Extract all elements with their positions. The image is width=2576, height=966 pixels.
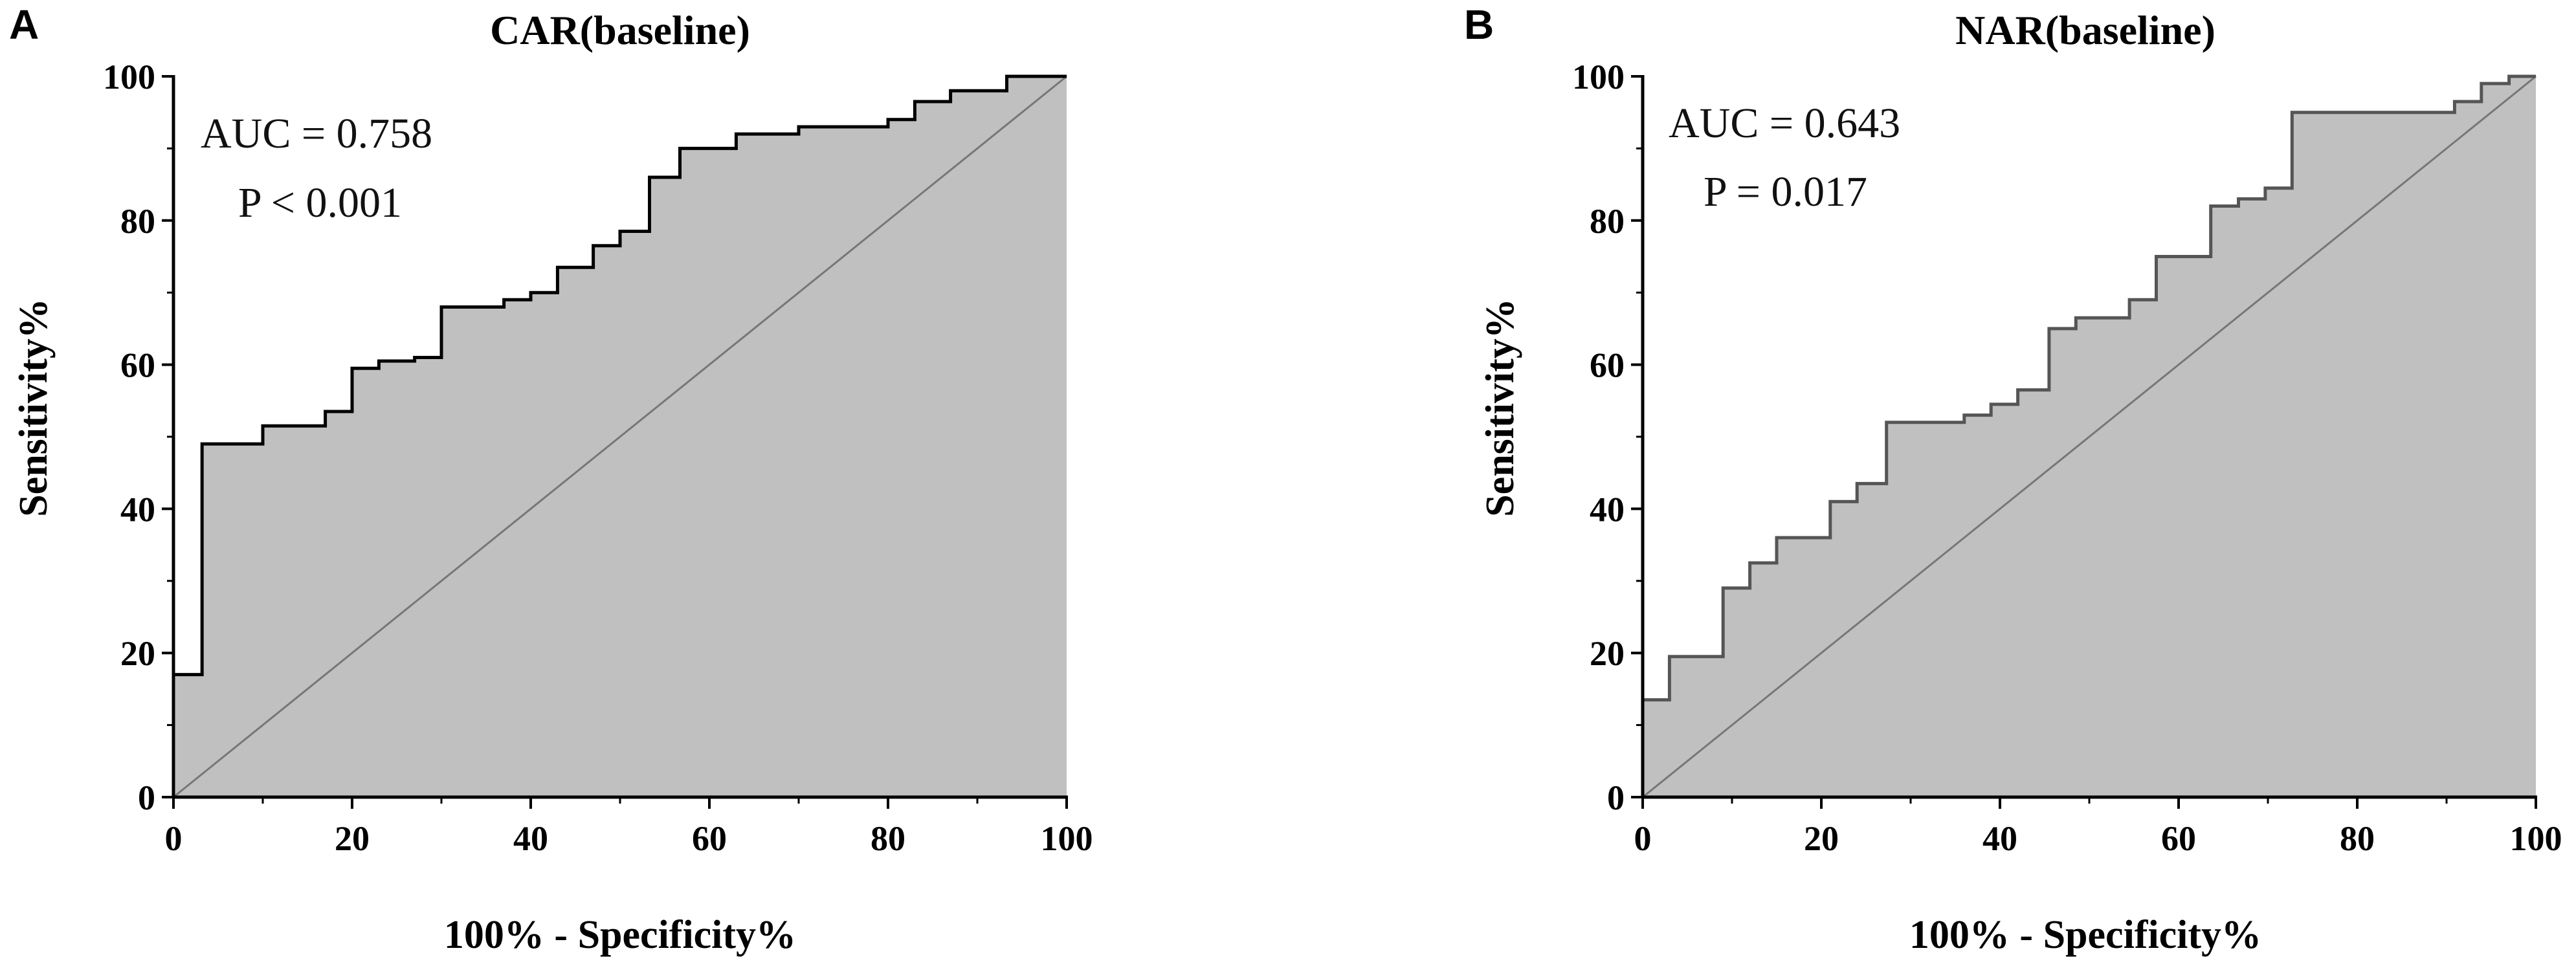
panel-a-y-tick-label: 60 <box>120 346 155 385</box>
panel-b-x-axis-label: 100% - Specificity% <box>1909 913 2261 957</box>
panel-b-y-tick-label: 20 <box>1590 634 1625 673</box>
panel-b-x-tick-label: 40 <box>1982 819 2017 858</box>
panel-a-auc-annotation: AUC = 0.758 <box>201 110 432 157</box>
panel-b-y-tick-label: 80 <box>1590 202 1625 241</box>
panel-a-y-axis-label: Sensitivity% <box>12 298 56 517</box>
panel-b-reference-line <box>1642 75 2537 798</box>
panel-a-roc-curve <box>172 74 1067 797</box>
panel-b-x-tick-label: 60 <box>2161 819 2196 858</box>
panel-b-title: NAR(baseline) <box>1955 7 2215 53</box>
panel-b-y-tick-label: 60 <box>1590 346 1625 385</box>
panel-a-y-tick-label: 20 <box>120 634 155 673</box>
panel-b: B NAR(baseline) 00 20 20 40 40 60 60 80 80 100 100… <box>1464 1 2562 957</box>
panel-b-y-tick-label: 0 <box>1607 778 1625 817</box>
panel-a-x-tick-label: 100 <box>1041 819 1093 858</box>
panel-a-x-tick-label: 40 <box>513 819 548 858</box>
panel-b-letter: B <box>1464 1 1494 48</box>
panel-a-x-tick-label: 0 <box>165 819 183 858</box>
panel-a-letter: A <box>9 1 39 48</box>
panel-b-auc-annotation: AUC = 0.643 <box>1669 100 1900 147</box>
panel-b-p-annotation: P = 0.017 <box>1704 168 1867 215</box>
panel-a-plot: 00 20 20 40 40 60 60 80 80 100 100 <box>103 58 1093 858</box>
panel-a-y-tick-label: 80 <box>120 202 155 241</box>
panel-a-reference-line <box>173 75 1067 798</box>
panel-a-p-annotation: P < 0.001 <box>238 179 402 226</box>
panel-a-y-tick-label: 0 <box>138 778 155 817</box>
panel-a-x-axis-label: 100% - Specificity% <box>444 913 796 957</box>
panel-b-roc-curve <box>1641 74 2536 797</box>
panel-a-x-tick-label: 60 <box>692 819 727 858</box>
panel-b-plot: 00 20 20 40 40 60 60 80 80 100 100 <box>1572 58 2562 858</box>
panel-b-x-tick-label: 0 <box>1634 819 1652 858</box>
panel-b-x-tick-label: 20 <box>1804 819 1839 858</box>
panel-b-x-tick-label: 80 <box>2340 819 2375 858</box>
panel-a-title: CAR(baseline) <box>490 7 750 53</box>
panel-a-y-tick-label: 40 <box>120 490 155 529</box>
panel-b-y-axis-label: Sensitivity% <box>1478 298 1522 517</box>
panel-a: A CAR(baseline) 00 20 20 40 40 60 60 80 80 100 100… <box>9 1 1093 957</box>
panel-b-x-tick-label: 100 <box>2510 819 2562 858</box>
panel-b-y-tick-label: 100 <box>1572 58 1625 96</box>
panel-a-y-tick-label: 100 <box>103 58 155 96</box>
panel-a-x-tick-label: 20 <box>335 819 370 858</box>
panel-b-y-tick-label: 40 <box>1590 490 1625 529</box>
panel-a-x-tick-label: 80 <box>871 819 905 858</box>
